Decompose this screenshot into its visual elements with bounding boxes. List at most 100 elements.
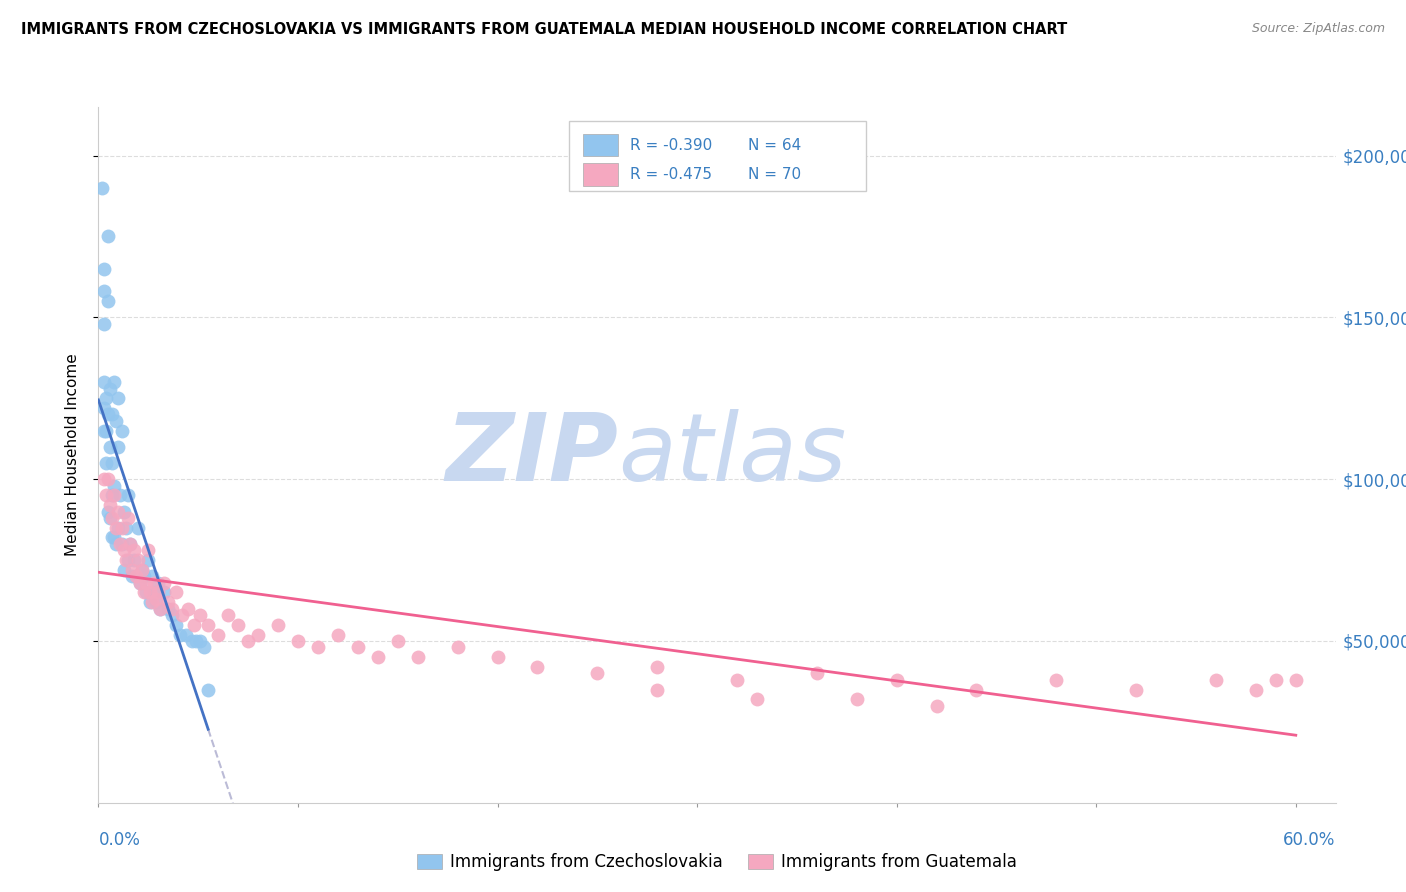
Point xyxy=(120,537,142,551)
Point xyxy=(100,498,122,512)
Point xyxy=(197,617,219,632)
Point xyxy=(162,601,184,615)
Point xyxy=(153,585,176,599)
Point xyxy=(193,640,215,655)
Point xyxy=(925,698,948,713)
Point xyxy=(96,392,118,406)
Point xyxy=(101,488,124,502)
Text: R = -0.390: R = -0.390 xyxy=(630,137,713,153)
Y-axis label: Median Household Income: Median Household Income xyxy=(65,353,80,557)
Point xyxy=(96,488,118,502)
Point xyxy=(586,666,609,681)
Point xyxy=(97,504,120,518)
Point xyxy=(107,521,129,535)
Point xyxy=(1264,673,1286,687)
Text: IMMIGRANTS FROM CZECHOSLOVAKIA VS IMMIGRANTS FROM GUATEMALA MEDIAN HOUSEHOLD INC: IMMIGRANTS FROM CZECHOSLOVAKIA VS IMMIGR… xyxy=(21,22,1067,37)
Point xyxy=(145,595,167,609)
FancyBboxPatch shape xyxy=(568,121,866,191)
Point xyxy=(93,472,115,486)
Point xyxy=(406,650,429,665)
Point xyxy=(446,640,468,655)
Text: 0.0%: 0.0% xyxy=(98,830,141,848)
Point xyxy=(115,553,138,567)
Point xyxy=(226,617,249,632)
Point xyxy=(111,537,134,551)
Point xyxy=(157,595,180,609)
Point xyxy=(197,682,219,697)
Point xyxy=(103,488,125,502)
Point xyxy=(111,424,134,438)
Point xyxy=(93,424,115,438)
Point xyxy=(100,440,122,454)
Text: 60.0%: 60.0% xyxy=(1284,830,1336,848)
Point xyxy=(111,521,134,535)
Point xyxy=(181,634,204,648)
Point xyxy=(127,521,149,535)
Point xyxy=(112,563,135,577)
Point xyxy=(124,543,146,558)
Point xyxy=(105,521,128,535)
Point xyxy=(93,317,115,331)
Point xyxy=(124,553,146,567)
Point xyxy=(117,511,139,525)
Point xyxy=(91,181,114,195)
Text: Source: ZipAtlas.com: Source: ZipAtlas.com xyxy=(1251,22,1385,36)
Point xyxy=(745,692,768,706)
Point xyxy=(157,601,180,615)
Point xyxy=(131,563,153,577)
Point xyxy=(367,650,389,665)
Point xyxy=(207,627,229,641)
Point xyxy=(247,627,270,641)
Point xyxy=(100,511,122,525)
Point xyxy=(148,585,170,599)
Text: N = 64: N = 64 xyxy=(748,137,801,153)
Point xyxy=(121,563,143,577)
Point xyxy=(153,575,176,590)
Point xyxy=(107,504,129,518)
Point xyxy=(101,511,124,525)
Point xyxy=(105,537,128,551)
Point xyxy=(96,456,118,470)
Point xyxy=(127,553,149,567)
Point xyxy=(110,537,132,551)
Point xyxy=(966,682,988,697)
Point xyxy=(307,640,329,655)
Point xyxy=(172,608,194,623)
Point xyxy=(120,537,142,551)
Text: N = 70: N = 70 xyxy=(748,167,801,182)
Point xyxy=(97,408,120,422)
FancyBboxPatch shape xyxy=(583,134,619,156)
Point xyxy=(267,617,290,632)
Point xyxy=(125,569,148,583)
Point xyxy=(645,682,668,697)
Point xyxy=(188,634,211,648)
Point xyxy=(169,627,191,641)
Point xyxy=(101,531,124,545)
Text: atlas: atlas xyxy=(619,409,846,500)
Point xyxy=(886,673,908,687)
Point xyxy=(103,478,125,492)
Point xyxy=(136,553,159,567)
Point xyxy=(725,673,748,687)
Point xyxy=(806,666,828,681)
Point xyxy=(103,531,125,545)
Point xyxy=(165,617,187,632)
Point xyxy=(165,585,187,599)
Point xyxy=(326,627,349,641)
Point xyxy=(96,424,118,438)
Point xyxy=(486,650,509,665)
Point xyxy=(121,569,143,583)
Point xyxy=(100,382,122,396)
Point xyxy=(97,294,120,309)
Point xyxy=(287,634,309,648)
Point xyxy=(188,608,211,623)
Point xyxy=(93,261,115,276)
Point xyxy=(105,414,128,428)
Point xyxy=(101,456,124,470)
Point xyxy=(1244,682,1267,697)
Point xyxy=(101,408,124,422)
Point xyxy=(186,634,208,648)
Point xyxy=(143,575,166,590)
Point xyxy=(134,585,156,599)
Point xyxy=(129,575,152,590)
